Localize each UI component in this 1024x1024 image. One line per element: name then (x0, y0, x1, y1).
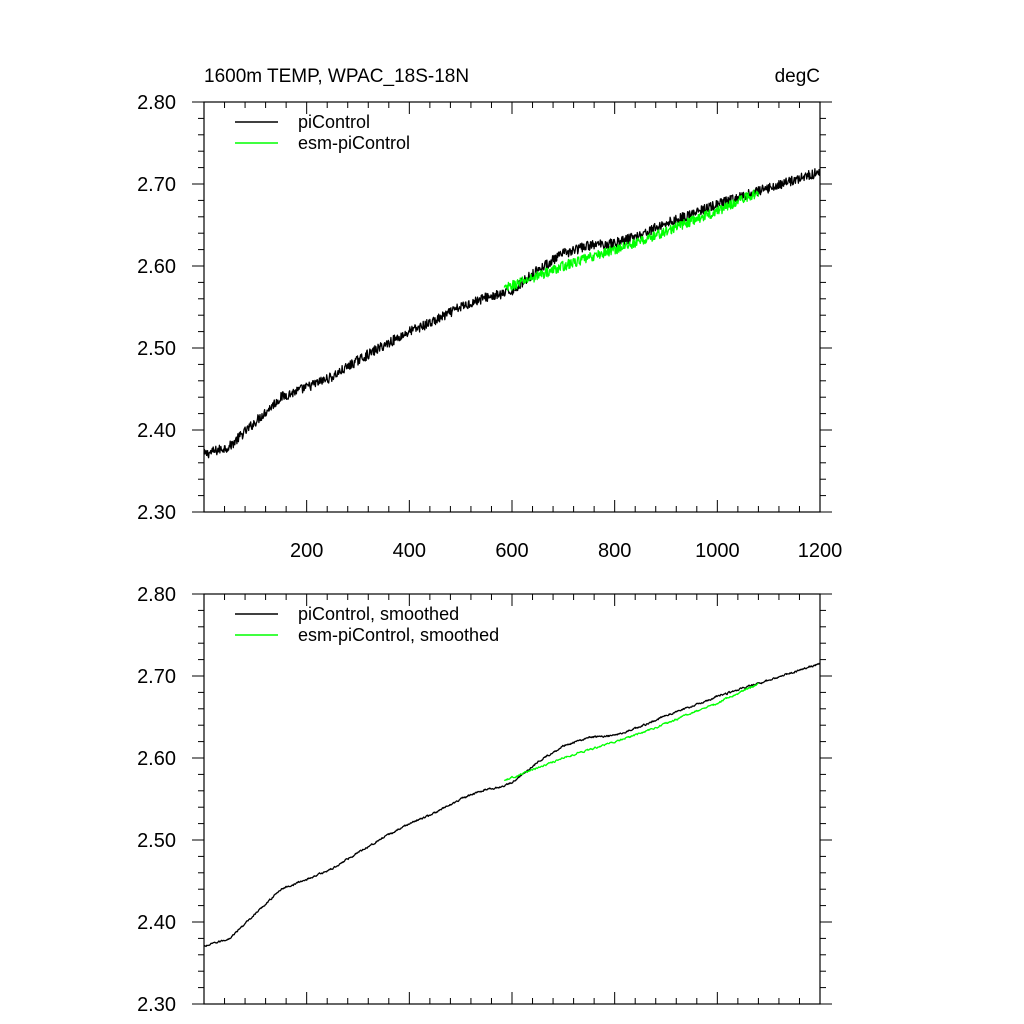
bottom-plot-series (203, 662, 821, 948)
y-tick-label: 2.40 (137, 912, 176, 934)
y-tick-label: 2.80 (137, 92, 176, 114)
x-tick-label: 1000 (695, 540, 740, 562)
series-line-esm-picontrol-smoothed (503, 682, 759, 782)
legend-label-picontrol: piControl (298, 112, 370, 132)
y-tick-label: 2.40 (137, 420, 176, 442)
y-tick-label: 2.60 (137, 748, 176, 770)
top-plot-units: degC (775, 66, 820, 87)
legend-label-esm-picontrol: esm-piControl (298, 133, 410, 153)
top-plot-y-tick-labels: 2.80 2.70 2.60 2.50 2.40 2.30 (137, 92, 176, 524)
y-tick-label: 2.50 (137, 338, 176, 360)
x-tick-label: 400 (393, 540, 426, 562)
y-tick-label: 2.30 (137, 994, 176, 1016)
y-tick-label: 2.70 (137, 666, 176, 688)
bottom-plot-panel: 2.80 2.70 2.60 2.50 2.40 2.30 piControl,… (137, 584, 832, 1016)
series-line-esm-picontrol (503, 189, 760, 292)
x-tick-label: 200 (290, 540, 323, 562)
x-tick-label: 1200 (798, 540, 843, 562)
y-tick-label: 2.50 (137, 830, 176, 852)
bottom-plot-frame (203, 593, 821, 1005)
x-tick-label: 600 (495, 540, 528, 562)
y-tick-label: 2.60 (137, 256, 176, 278)
legend-label-picontrol-smoothed: piControl, smoothed (298, 604, 459, 624)
top-plot-title: 1600m TEMP, WPAC_18S-18N (204, 66, 469, 87)
bottom-plot-legend: piControl, smoothed esm-piControl, smoot… (235, 604, 499, 645)
legend-label-esm-picontrol-smoothed: esm-piControl, smoothed (298, 625, 499, 645)
top-plot-series (203, 168, 821, 459)
series-line-picontrol (203, 168, 821, 459)
series-line-picontrol-smoothed (203, 662, 821, 948)
top-plot-x-tick-labels: 200 400 600 800 1000 1200 (290, 540, 842, 562)
top-plot-ticks (192, 101, 832, 513)
y-tick-label: 2.80 (137, 584, 176, 606)
x-tick-label: 800 (598, 540, 631, 562)
bottom-plot-y-tick-labels: 2.80 2.70 2.60 2.50 2.40 2.30 (137, 584, 176, 1016)
top-plot-legend: piControl esm-piControl (235, 112, 410, 153)
bottom-plot-ticks (192, 593, 832, 1005)
y-tick-label: 2.30 (137, 502, 176, 524)
y-tick-label: 2.70 (137, 174, 176, 196)
top-plot-frame (203, 101, 821, 513)
top-plot-panel: 1600m TEMP, WPAC_18S-18N degC 2.80 2.70 … (137, 66, 842, 562)
